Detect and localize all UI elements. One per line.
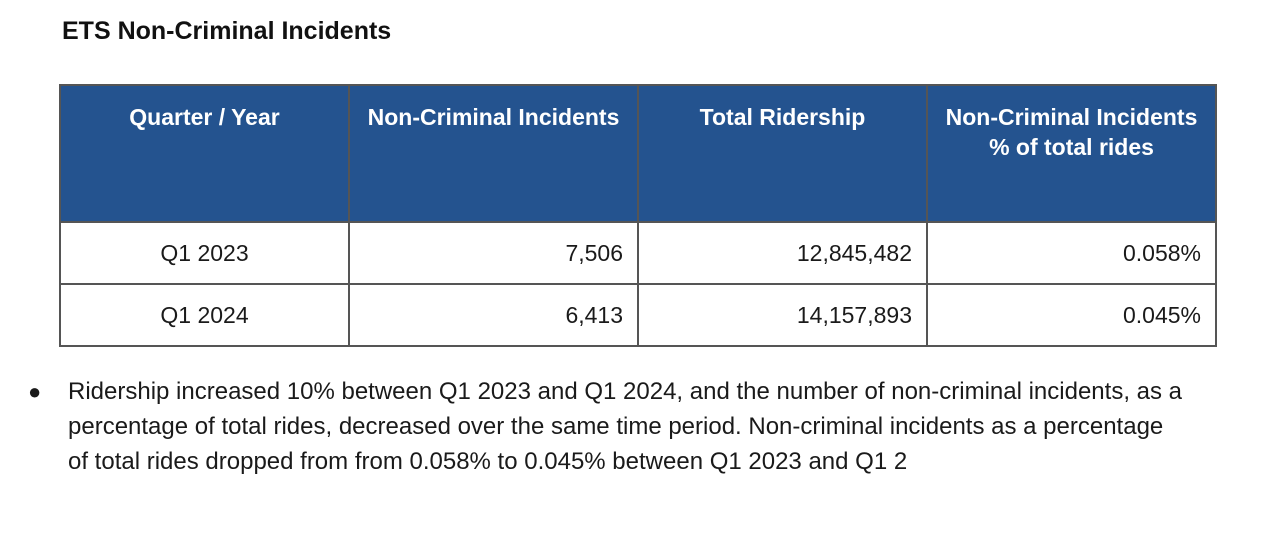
table-cell: 12,845,482	[637, 221, 928, 285]
column-header: Quarter / Year	[59, 84, 350, 223]
column-header: Non-Criminal Incidents	[348, 84, 639, 223]
bullet-text: Ridership increased 10% between Q1 2023 …	[68, 378, 1183, 475]
table-cell: Q1 2023	[59, 221, 350, 285]
table-cell: 6,413	[348, 283, 639, 347]
section-title: ETS Non-Criminal Incidents	[62, 17, 392, 45]
column-header: Total Ridership	[637, 84, 928, 223]
table-cell: 7,506	[348, 221, 639, 285]
table-cell: Q1 2024	[59, 283, 350, 347]
incidents-table: Quarter / Year Non-Criminal Incidents To…	[59, 84, 1217, 347]
column-header: Non-Criminal Incidents % of total rides	[926, 84, 1217, 223]
table-cell: 0.045%	[926, 283, 1217, 347]
table-row: Q1 2024 6,413 14,157,893 0.045%	[59, 283, 1217, 347]
table-cell: 14,157,893	[637, 283, 928, 347]
bullet-icon: ●	[28, 379, 42, 404]
table-header-row: Quarter / Year Non-Criminal Incidents To…	[59, 84, 1217, 223]
table-cell: 0.058%	[926, 221, 1217, 285]
table-row: Q1 2023 7,506 12,845,482 0.058%	[59, 221, 1217, 285]
